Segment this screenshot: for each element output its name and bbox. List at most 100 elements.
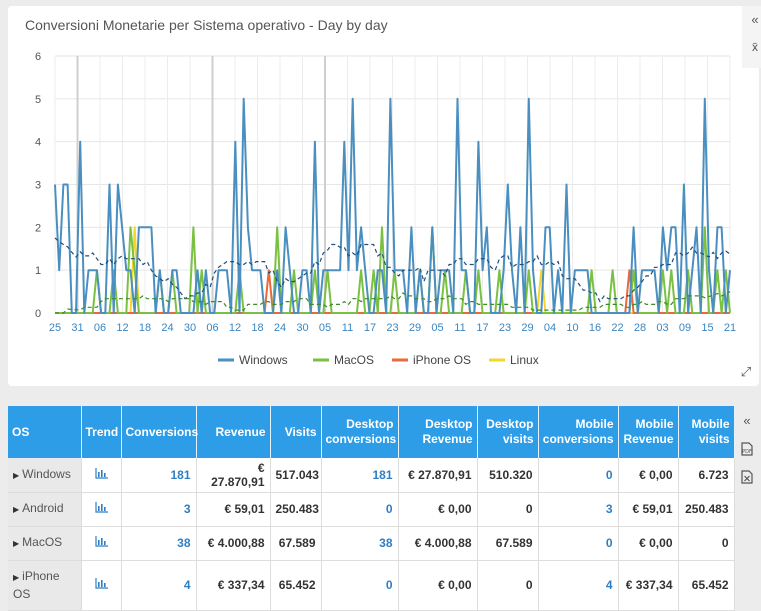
- revenue-cell: € 337,34: [196, 560, 271, 611]
- x-tick-label: 23: [386, 322, 398, 334]
- revenue-cell: € 59,01: [196, 492, 271, 527]
- conversions-cell[interactable]: 4: [121, 560, 197, 611]
- legend-label[interactable]: iPhone OS: [413, 353, 471, 367]
- mobile-conversions-cell[interactable]: 4: [538, 560, 619, 611]
- mobile-conversions-cell[interactable]: 3: [538, 492, 619, 527]
- header-os[interactable]: OS: [8, 406, 82, 458]
- expand-icon[interactable]: ⤢: [740, 364, 752, 379]
- y-tick-label: 2: [35, 222, 41, 234]
- x-tick-label: 18: [139, 322, 151, 334]
- x-tick-label: 12: [116, 322, 128, 334]
- mobile-conversions-cell[interactable]: 0: [538, 458, 619, 493]
- x-tick-label: 16: [589, 322, 601, 334]
- y-tick-label: 5: [35, 94, 41, 106]
- header-trend[interactable]: Trend: [81, 406, 122, 458]
- desktop-conversions-cell[interactable]: 181: [321, 458, 399, 493]
- chart-side-toolbar: « x̄: [742, 6, 761, 68]
- conversions-cell[interactable]: 181: [121, 458, 197, 493]
- desktop-visits-cell: 0: [477, 560, 539, 611]
- legend-label[interactable]: Windows: [239, 353, 288, 367]
- header-desktop-revenue[interactable]: Desktop Revenue: [398, 406, 478, 458]
- header-mobile-visits[interactable]: Mobile visits: [678, 406, 735, 458]
- x-tick-label: 12: [229, 322, 241, 334]
- desktop-conversions-cell[interactable]: 38: [321, 526, 399, 561]
- legend-label[interactable]: Linux: [510, 353, 539, 367]
- mobile-revenue-cell: € 337,34: [618, 560, 679, 611]
- x-tick-label: 09: [679, 322, 691, 334]
- mobile-revenue-cell: € 0,00: [618, 526, 679, 561]
- trend-cell: [81, 458, 122, 493]
- header-desktop-visits[interactable]: Desktop visits: [477, 406, 539, 458]
- revenue-cell: € 27.870,91: [196, 458, 271, 493]
- x-tick-label: 03: [656, 322, 668, 334]
- os-cell[interactable]: ▶ MacOS: [8, 526, 82, 561]
- x-tick-label: 06: [94, 322, 106, 334]
- os-cell[interactable]: ▶ iPhone OS: [8, 560, 82, 611]
- bar-chart-icon[interactable]: [94, 467, 108, 479]
- header-conversions[interactable]: Conversions: [121, 406, 198, 458]
- x-tick-label: 21: [724, 322, 736, 334]
- header-desktop-conversions[interactable]: Desktop conversions: [321, 406, 399, 458]
- os-cell[interactable]: ▶ Windows: [8, 458, 82, 493]
- y-tick-label: 1: [35, 265, 41, 277]
- pdf-icon[interactable]: PDF: [736, 438, 758, 460]
- collapse-icon[interactable]: «: [751, 11, 759, 27]
- x-tick-label: 06: [206, 322, 218, 334]
- desktop-revenue-cell: € 0,00: [398, 492, 478, 527]
- x-tick-label: 23: [499, 322, 511, 334]
- x-tick-label: 10: [566, 322, 578, 334]
- expand-caret-icon[interactable]: ▶: [13, 573, 20, 582]
- table-row: ▶ MacOS 38 € 4.000,88 67.589 38 € 4.000,88 67.5…: [8, 526, 735, 561]
- os-cell[interactable]: ▶ Android: [8, 492, 82, 527]
- legend-label[interactable]: MacOS: [334, 353, 374, 367]
- trend-cell: [81, 560, 122, 611]
- x-tick-label: 05: [431, 322, 443, 334]
- desktop-conversions-cell[interactable]: 0: [321, 492, 399, 527]
- desktop-conversions-cell[interactable]: 0: [321, 560, 399, 611]
- trend-line-windows: [54, 237, 731, 303]
- bar-chart-icon[interactable]: [94, 502, 108, 513]
- visits-cell: 65.452: [270, 560, 322, 611]
- collapse-icon[interactable]: «: [743, 412, 751, 428]
- desktop-revenue-cell: € 27.870,91: [398, 458, 478, 493]
- table-row: ▶ Android 3 € 59,01 250.483 0 € 0,00 0 3 € 59,01 2…: [8, 492, 735, 527]
- expand-caret-icon[interactable]: ▶: [13, 539, 20, 548]
- svg-text:PDF: PDF: [742, 449, 752, 455]
- x-tick-label: 31: [71, 322, 83, 334]
- x-tick-label: 24: [161, 322, 173, 334]
- x-tick-label: 22: [611, 322, 623, 334]
- x-tick-label: 29: [521, 322, 533, 334]
- os-table: OS Trend Conversions Revenue Visits Desk…: [8, 406, 735, 611]
- y-tick-label: 0: [35, 308, 41, 320]
- expand-caret-icon[interactable]: ▶: [13, 505, 20, 514]
- x-tick-label: 05: [319, 322, 331, 334]
- x-tick-label: 28: [634, 322, 646, 334]
- x-tick-label: 18: [251, 322, 263, 334]
- header-mobile-revenue[interactable]: Mobile Revenue: [618, 406, 679, 458]
- x-tick-label: 30: [184, 322, 196, 334]
- chart-title: Conversioni Monetarie per Sistema operat…: [25, 17, 388, 33]
- header-visits[interactable]: Visits: [270, 406, 322, 458]
- mobile-visits-cell: 6.723: [678, 458, 735, 493]
- x-tick-label: 15: [701, 322, 713, 334]
- header-revenue[interactable]: Revenue: [196, 406, 271, 458]
- menu-icon[interactable]: x̄: [752, 40, 758, 54]
- trend-cell: [81, 492, 122, 527]
- mobile-conversions-cell[interactable]: 0: [538, 526, 619, 561]
- bar-chart-icon[interactable]: [94, 536, 108, 547]
- revenue-cell: € 4.000,88: [196, 526, 271, 561]
- os-name: Windows: [22, 466, 71, 481]
- excel-icon[interactable]: [736, 466, 758, 488]
- chart-card: Conversioni Monetarie per Sistema operat…: [8, 6, 761, 386]
- bar-chart-icon[interactable]: [94, 578, 108, 589]
- x-tick-label: 29: [409, 322, 421, 334]
- x-tick-label: 04: [544, 322, 556, 334]
- conversions-cell[interactable]: 38: [121, 526, 197, 561]
- header-mobile-conversions[interactable]: Mobile conversions: [538, 406, 619, 458]
- desktop-visits-cell: 67.589: [477, 526, 539, 561]
- expand-caret-icon[interactable]: ▶: [13, 470, 20, 480]
- conversions-cell[interactable]: 3: [121, 492, 197, 527]
- y-tick-label: 3: [35, 180, 41, 192]
- series-line-windows: [54, 97, 731, 314]
